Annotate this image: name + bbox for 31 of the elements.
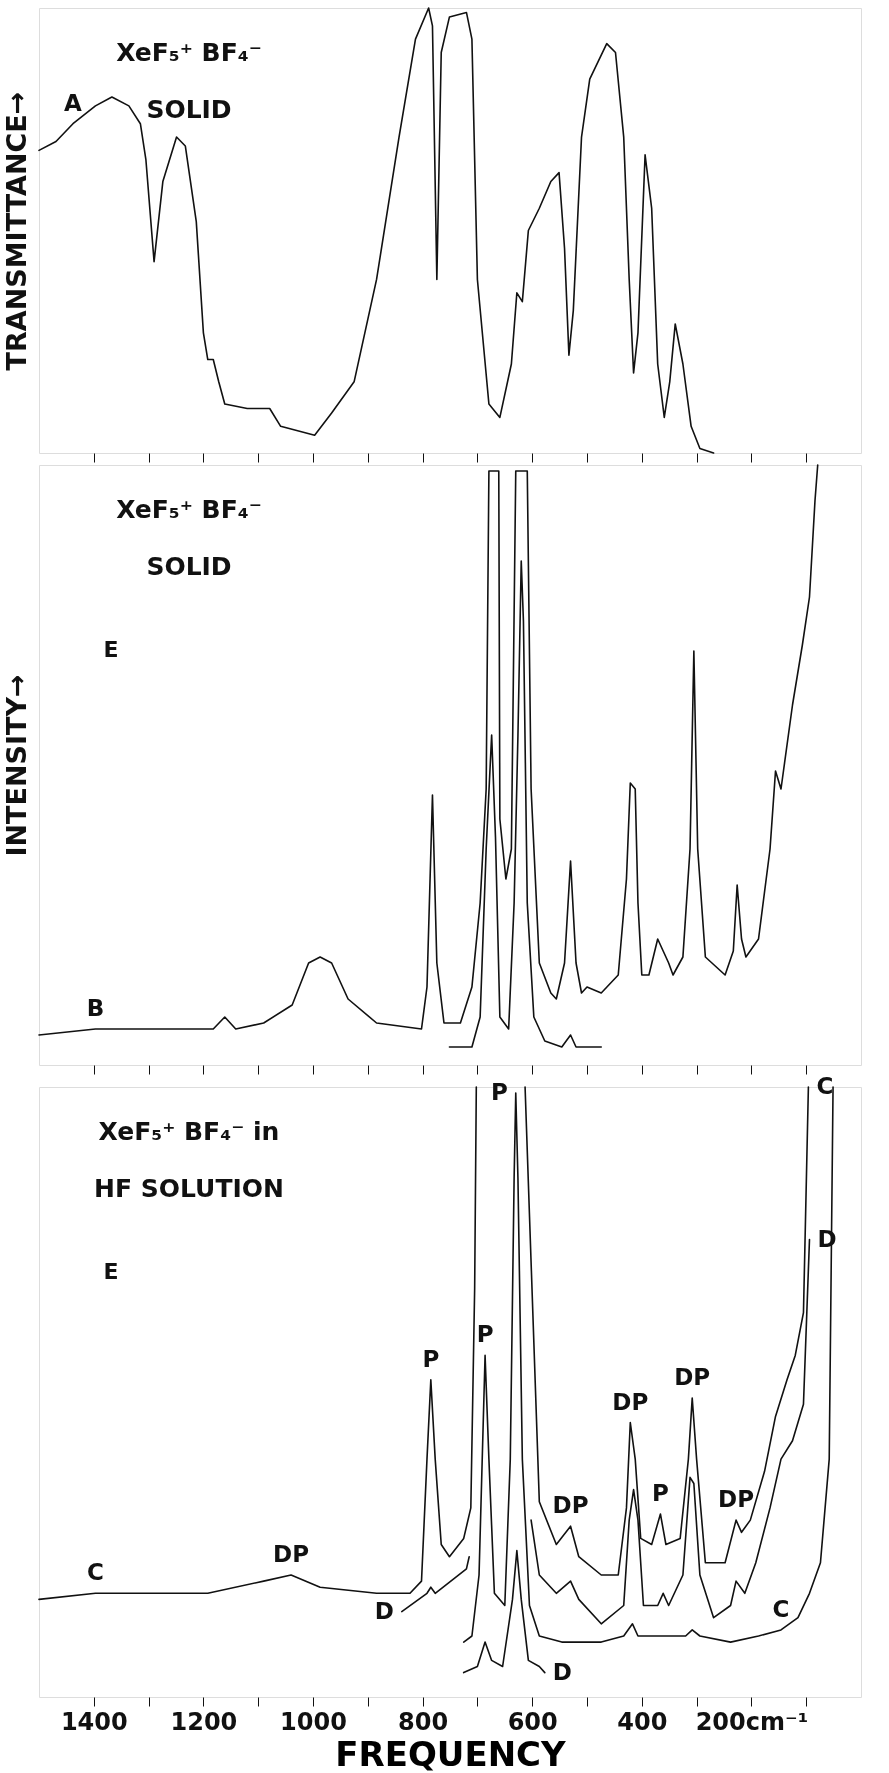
annotation: C (772, 1595, 790, 1622)
x-tick-label: 400 (617, 1707, 668, 1736)
annotation: P (652, 1480, 669, 1506)
y-axis-title: TRANSMITTANCE→ (0, 91, 32, 371)
x-tick-label: 200cm⁻¹ (695, 1707, 809, 1736)
x-tick-label: 600 (507, 1707, 558, 1736)
annotation: P (422, 1345, 440, 1372)
annotation: P (476, 1321, 494, 1348)
annotation: DP (718, 1486, 755, 1513)
annotation: B (86, 995, 105, 1021)
y-axis-title: INTENSITY→ (0, 674, 32, 857)
annotation: DP (612, 1388, 649, 1415)
annotation: DP (674, 1364, 711, 1391)
text: XeF₅⁺ BF₄⁻ in HF SOLUTION (94, 1117, 284, 1203)
annotation: E (103, 1259, 119, 1284)
x-tick-label: 1000 (280, 1707, 347, 1736)
annotation: A (64, 89, 83, 116)
annotation: D (552, 1658, 572, 1685)
x-tick-label: 1400 (60, 1707, 128, 1736)
annotation: E (103, 637, 119, 662)
x-tick-label: 1200 (170, 1707, 238, 1736)
annotation: DP (273, 1541, 310, 1567)
annotation: C (816, 1073, 834, 1099)
annotation: P (490, 1079, 508, 1106)
x-axis-title: FREQUENCY (335, 1733, 567, 1773)
annotation: D (374, 1597, 394, 1624)
annotation: DP (552, 1492, 589, 1519)
text: XeF₅⁺ BF₄⁻ SOLID (116, 38, 262, 124)
x-tick-label: 800 (398, 1707, 449, 1736)
text: XeF₅⁺ BF₄⁻ SOLID (116, 495, 262, 581)
annotation: C (87, 1559, 104, 1586)
